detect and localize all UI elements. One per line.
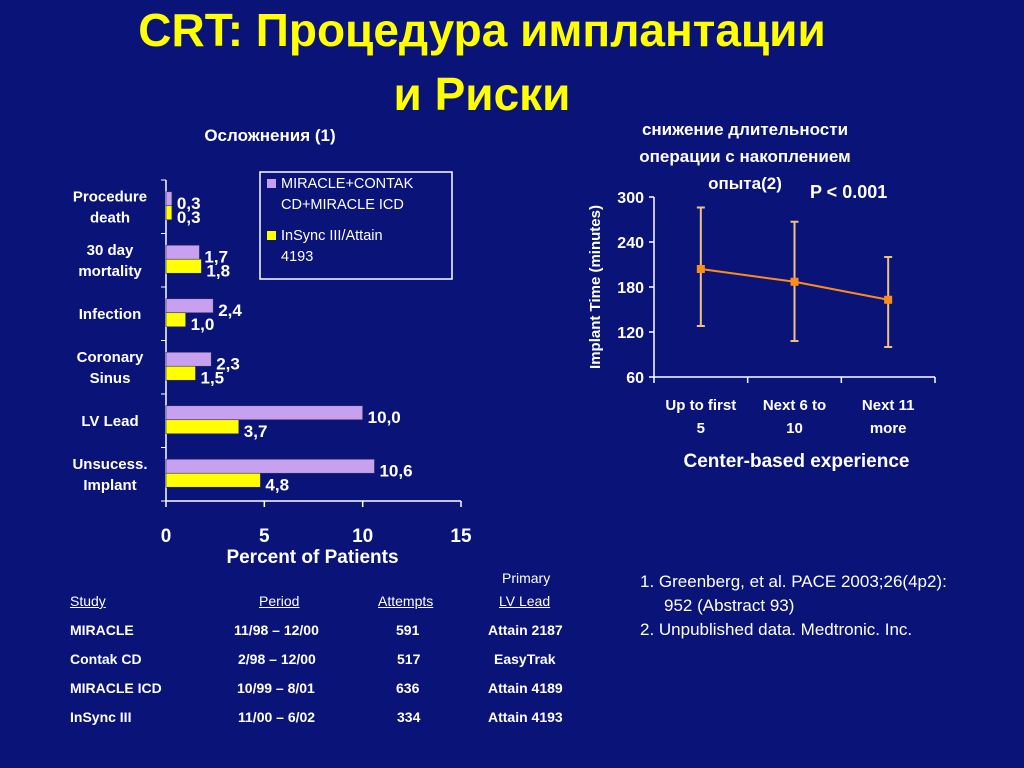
category-label: Sinus xyxy=(90,370,131,387)
bar-insync xyxy=(165,472,261,488)
data-label: 0,3 xyxy=(177,194,201,213)
category-label: Coronary xyxy=(77,349,144,366)
data-label: 4,8 xyxy=(265,475,289,494)
table-header-primary: Primary xyxy=(502,570,551,586)
x-category-label: more xyxy=(870,420,907,437)
reference-2: 2. Unpublished data. Medtronic. Inc. xyxy=(640,620,913,639)
y-tick-label: 60 xyxy=(626,370,644,387)
x-category-label: Next 11 xyxy=(862,397,915,414)
table-cell-study: Contak CD xyxy=(70,651,142,667)
y-tick-label: 300 xyxy=(617,190,644,207)
data-label: 2,3 xyxy=(216,354,240,373)
data-label: 1,7 xyxy=(204,247,228,266)
table-cell-attempts: 517 xyxy=(397,651,421,667)
legend-label: 4193 xyxy=(281,249,313,265)
table-cell-period: 11/98 – 12/00 xyxy=(234,622,319,638)
table-cell-attempts: 334 xyxy=(397,709,421,725)
bar-miracle xyxy=(165,458,375,474)
table-cell-period: 2/98 – 12/00 xyxy=(238,651,316,667)
bar-insync xyxy=(165,419,240,435)
legend-swatch xyxy=(267,179,276,188)
table-cell-period: 11/00 – 6/02 xyxy=(238,709,316,725)
bar-insync xyxy=(165,205,173,221)
x-category-label: Up to first xyxy=(665,397,736,414)
slide-title-line-2: и Риски xyxy=(393,68,571,120)
y-tick-label: 180 xyxy=(617,280,644,297)
data-label: 1,8 xyxy=(206,261,230,280)
category-label: 30 day xyxy=(87,242,134,259)
table-cell-lv-lead: EasyTrak xyxy=(494,651,556,667)
category-label: LV Lead xyxy=(81,413,138,430)
reference-1-line-1: 1. Greenberg, et al. PACE 2003;26(4p2): xyxy=(640,572,947,591)
table-header-lv-lead: LV Lead xyxy=(499,593,551,609)
x-axis-title: Percent of Patients xyxy=(226,547,398,568)
table-header-study: Study xyxy=(70,593,106,609)
x-axis-title: Center-based experience xyxy=(684,451,910,472)
bar-miracle xyxy=(165,244,200,260)
category-label: Implant xyxy=(83,477,136,494)
data-label: 3,7 xyxy=(244,422,268,441)
table-cell-lv-lead: Attain 4193 xyxy=(488,709,563,725)
y-tick-label: 240 xyxy=(617,235,644,252)
y-tick-label: 120 xyxy=(617,325,644,342)
slide-title-line-1: CRT: Процедура имплантации xyxy=(138,4,826,56)
bar-miracle xyxy=(165,405,363,421)
data-label: 1,5 xyxy=(201,368,225,387)
x-tick-label: 10 xyxy=(352,526,373,547)
bar-insync xyxy=(165,312,186,328)
y-axis-title: Implant Time (minutes) xyxy=(587,205,604,369)
bar-miracle xyxy=(165,351,212,367)
table-header-attempts: Attempts xyxy=(378,593,434,609)
implant-time-line-chart: 60 120 180 240 300 Up to first 5 Next 6 to 10 Nex… xyxy=(587,190,936,472)
table-cell-attempts: 636 xyxy=(396,680,420,696)
data-label: 10,6 xyxy=(379,461,412,480)
table-cell-study: MIRACLE ICD xyxy=(70,680,162,696)
bar-insync xyxy=(165,365,196,381)
complications-chart-title: Осложнения (1) xyxy=(204,126,336,145)
data-point xyxy=(696,265,705,273)
legend-label: InSync III/Attain xyxy=(281,228,383,244)
category-label: mortality xyxy=(78,263,142,280)
table-cell-lv-lead: Attain 2187 xyxy=(488,622,563,638)
bar-miracle xyxy=(165,191,173,207)
data-label: 2,4 xyxy=(218,301,242,320)
reference-1-line-2: 952 (Abstract 93) xyxy=(664,596,795,615)
bar-miracle xyxy=(165,298,214,314)
category-label: death xyxy=(90,209,130,226)
x-category-label: 5 xyxy=(697,420,705,437)
bar-insync xyxy=(165,258,202,274)
experience-chart-title-line-3: опыта(2) xyxy=(708,174,782,193)
data-label: 10,0 xyxy=(368,408,401,427)
data-label: 1,0 xyxy=(191,315,215,334)
experience-chart-title-line-2: операции с накоплением xyxy=(639,147,851,166)
category-label: Procedure xyxy=(73,188,147,205)
table-cell-attempts: 591 xyxy=(396,622,420,638)
data-point xyxy=(884,295,893,304)
x-category-label: Next 6 to xyxy=(763,397,826,414)
p-value-annotation: P < 0.001 xyxy=(810,182,888,202)
table-cell-period: 10/99 – 8/01 xyxy=(237,680,315,696)
table-cell-study: MIRACLE xyxy=(70,622,134,638)
x-category-label: 10 xyxy=(786,420,803,437)
table-cell-lv-lead: Attain 4189 xyxy=(488,680,563,696)
experience-chart-title-line-1: снижение длительности xyxy=(641,120,849,139)
table-header-period: Period xyxy=(259,593,300,609)
data-label: 0,3 xyxy=(177,208,201,227)
x-tick-label: 5 xyxy=(259,526,270,547)
table-cell-study: InSync III xyxy=(70,709,132,725)
experience-chart-title: снижение длительности операции с накопле… xyxy=(590,116,900,197)
legend-box xyxy=(259,171,453,280)
legend-label: CD+MIRACLE ICD xyxy=(281,197,404,213)
category-label: Infection xyxy=(79,306,142,323)
x-tick-label: 0 xyxy=(161,526,172,547)
legend-label: MIRACLE+CONTAK xyxy=(281,176,414,192)
legend-swatch xyxy=(267,231,276,240)
category-label: Unsucess. xyxy=(72,456,147,473)
data-point xyxy=(790,277,799,286)
x-tick-label: 15 xyxy=(450,526,472,547)
